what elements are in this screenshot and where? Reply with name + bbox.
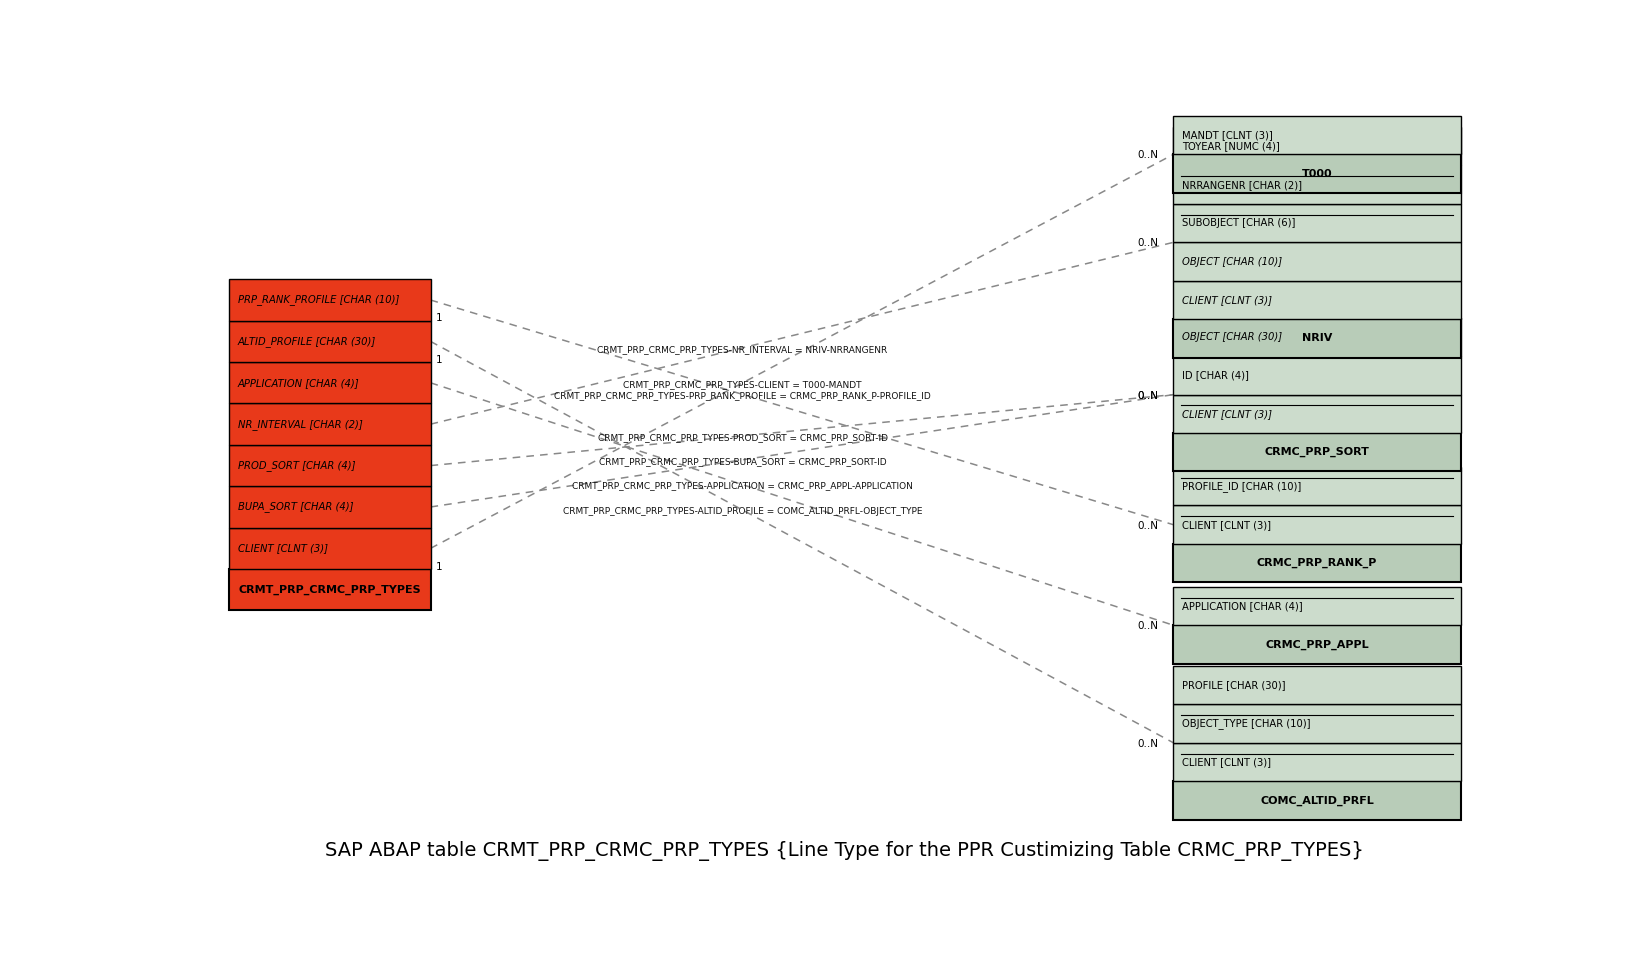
Bar — [1173, 433, 1461, 471]
Text: OBJECT [CHAR (30)]: OBJECT [CHAR (30)] — [1183, 332, 1283, 342]
Text: SUBOBJECT [CHAR (6)]: SUBOBJECT [CHAR (6)] — [1183, 218, 1296, 228]
Text: BUPA_SORT [CHAR (4)]: BUPA_SORT [CHAR (4)] — [237, 501, 354, 513]
Text: CLIENT [CLNT (3)]: CLIENT [CLNT (3)] — [1183, 409, 1273, 419]
Bar — [229, 279, 430, 321]
Text: CLIENT [CLNT (3)]: CLIENT [CLNT (3)] — [1183, 757, 1271, 767]
Text: PRP_RANK_PROFILE [CHAR (10)]: PRP_RANK_PROFILE [CHAR (10)] — [237, 295, 399, 305]
Text: MANDT [CLNT (3)]: MANDT [CLNT (3)] — [1183, 131, 1273, 140]
Bar — [1173, 743, 1461, 781]
Bar — [1173, 395, 1461, 433]
Text: CLIENT [CLNT (3)]: CLIENT [CLNT (3)] — [237, 543, 328, 553]
Bar — [1173, 587, 1461, 625]
Text: CRMT_PRP_CRMC_PRP_TYPES-ALTID_PROFILE = COMC_ALTID_PRFL-OBJECT_TYPE: CRMT_PRP_CRMC_PRP_TYPES-ALTID_PROFILE = … — [563, 507, 922, 516]
Text: CRMT_PRP_CRMC_PRP_TYPES-BUPA_SORT = CRMC_PRP_SORT-ID: CRMT_PRP_CRMC_PRP_TYPES-BUPA_SORT = CRMC… — [600, 457, 886, 466]
Bar — [1173, 116, 1461, 155]
Text: 0..N: 0..N — [1136, 238, 1158, 249]
Text: CLIENT [CLNT (3)]: CLIENT [CLNT (3)] — [1183, 295, 1273, 305]
Text: CRMC_PRP_RANK_P: CRMC_PRP_RANK_P — [1257, 558, 1377, 568]
Text: ALTID_PROFILE [CHAR (30)]: ALTID_PROFILE [CHAR (30)] — [237, 336, 376, 347]
Text: 0..N: 0..N — [1136, 738, 1158, 749]
Text: T000: T000 — [1301, 169, 1332, 179]
Bar — [1173, 280, 1461, 320]
Bar — [229, 362, 430, 403]
Text: PROD_SORT [CHAR (4)]: PROD_SORT [CHAR (4)] — [237, 460, 356, 471]
Bar — [229, 444, 430, 487]
Text: TOYEAR [NUMC (4)]: TOYEAR [NUMC (4)] — [1183, 141, 1280, 152]
Text: 1: 1 — [435, 354, 443, 365]
Text: NR_INTERVAL [CHAR (2)]: NR_INTERVAL [CHAR (2)] — [237, 419, 362, 430]
Bar — [1173, 468, 1461, 506]
Bar — [229, 403, 430, 444]
Text: CRMT_PRP_CRMC_PRP_TYPES-CLIENT = T000-MANDT: CRMT_PRP_CRMC_PRP_TYPES-CLIENT = T000-MA… — [623, 380, 861, 389]
Bar — [1173, 666, 1461, 705]
Bar — [1173, 781, 1461, 820]
Text: 0..N: 0..N — [1136, 391, 1158, 400]
Text: 0..N: 0..N — [1136, 520, 1158, 531]
Text: CLIENT [CLNT (3)]: CLIENT [CLNT (3)] — [1183, 519, 1271, 530]
Text: APPLICATION [CHAR (4)]: APPLICATION [CHAR (4)] — [237, 378, 359, 388]
Text: CRMT_PRP_CRMC_PRP_TYPES-PROD_SORT = CRMC_PRP_SORT-ID: CRMT_PRP_CRMC_PRP_TYPES-PROD_SORT = CRMC… — [598, 433, 888, 442]
Text: 0..N: 0..N — [1136, 391, 1158, 400]
Bar — [1173, 155, 1461, 193]
Bar — [1173, 625, 1461, 663]
Bar — [1173, 705, 1461, 743]
Bar — [1173, 320, 1461, 358]
Bar — [1173, 127, 1461, 165]
Text: 0..N: 0..N — [1136, 151, 1158, 160]
Text: OBJECT_TYPE [CHAR (10)]: OBJECT_TYPE [CHAR (10)] — [1183, 718, 1311, 729]
Bar — [1173, 356, 1461, 395]
Text: CRMT_PRP_CRMC_PRP_TYPES-APPLICATION = CRMC_PRP_APPL-APPLICATION: CRMT_PRP_CRMC_PRP_TYPES-APPLICATION = CR… — [572, 482, 912, 491]
Text: 1: 1 — [435, 313, 443, 324]
Bar — [1173, 204, 1461, 242]
Text: COMC_ALTID_PRFL: COMC_ALTID_PRFL — [1260, 795, 1374, 805]
Text: PROFILE [CHAR (30)]: PROFILE [CHAR (30)] — [1183, 680, 1286, 690]
Text: CRMC_PRP_SORT: CRMC_PRP_SORT — [1265, 447, 1369, 457]
Text: SAP ABAP table CRMT_PRP_CRMC_PRP_TYPES {Line Type for the PPR Custimizing Table : SAP ABAP table CRMT_PRP_CRMC_PRP_TYPES {… — [324, 841, 1364, 861]
Text: PROFILE_ID [CHAR (10)]: PROFILE_ID [CHAR (10)] — [1183, 481, 1301, 492]
Bar — [229, 528, 430, 569]
Text: 1: 1 — [435, 562, 443, 571]
Text: APPLICATION [CHAR (4)]: APPLICATION [CHAR (4)] — [1183, 601, 1303, 611]
Text: NRRANGENR [CHAR (2)]: NRRANGENR [CHAR (2)] — [1183, 180, 1303, 190]
Bar — [229, 487, 430, 528]
Bar — [1173, 242, 1461, 280]
Text: CRMT_PRP_CRMC_PRP_TYPES-PRP_RANK_PROFILE = CRMC_PRP_RANK_P-PROFILE_ID: CRMT_PRP_CRMC_PRP_TYPES-PRP_RANK_PROFILE… — [553, 392, 931, 400]
Bar — [1173, 506, 1461, 544]
Bar — [1173, 165, 1461, 204]
Text: CRMT_PRP_CRMC_PRP_TYPES-NR_INTERVAL = NRIV-NRRANGENR: CRMT_PRP_CRMC_PRP_TYPES-NR_INTERVAL = NR… — [598, 345, 888, 353]
Bar — [1173, 544, 1461, 583]
Bar — [229, 321, 430, 362]
Text: NRIV: NRIV — [1301, 333, 1332, 344]
Bar — [1173, 318, 1461, 356]
Text: CRMT_PRP_CRMC_PRP_TYPES: CRMT_PRP_CRMC_PRP_TYPES — [239, 585, 422, 595]
Bar — [229, 569, 430, 611]
Text: OBJECT [CHAR (10)]: OBJECT [CHAR (10)] — [1183, 256, 1283, 267]
Text: 0..N: 0..N — [1136, 621, 1158, 631]
Text: ID [CHAR (4)]: ID [CHAR (4)] — [1183, 371, 1248, 380]
Text: CRMC_PRP_APPL: CRMC_PRP_APPL — [1265, 639, 1369, 650]
